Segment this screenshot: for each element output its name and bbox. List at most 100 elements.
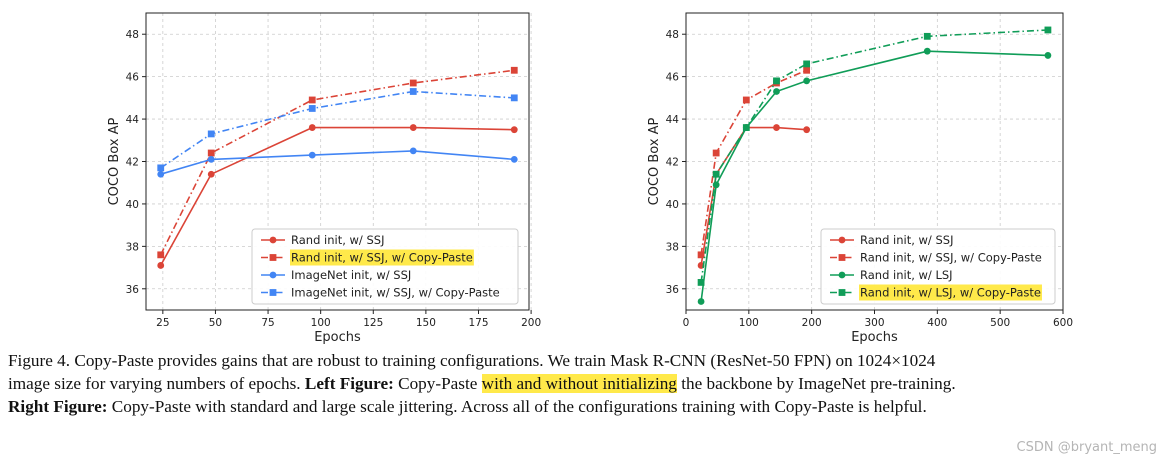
y-tick-label: 38 — [666, 241, 679, 253]
y-tick-label: 46 — [666, 72, 680, 84]
legend-marker — [269, 254, 277, 261]
data-point — [697, 279, 705, 286]
legend-label: Rand init, w/ LSJ, w/ Copy-Paste — [860, 286, 1041, 300]
data-point — [207, 170, 215, 178]
data-point — [308, 124, 316, 131]
y-tick-label: 40 — [126, 199, 139, 211]
data-point — [773, 124, 780, 131]
caption-highlight: with and without initializing — [481, 374, 677, 393]
figure-caption: Figure 4. Copy-Paste provides gains that… — [8, 349, 1168, 418]
legend-highlight — [290, 249, 474, 266]
left-chart: 25 50 75 100 125 150 175 200 36 38 40 42 44 46 48 Epoch… — [107, 12, 541, 345]
data-point — [803, 126, 811, 134]
x-tick-label: 75 — [261, 317, 274, 329]
x-tick-label: 100 — [739, 317, 759, 329]
x-axis-label: Epochs — [314, 330, 361, 345]
y-tick-label: 44 — [126, 114, 140, 126]
legend-label: Rand init, w/ SSJ, w/ Copy-Paste — [291, 251, 473, 265]
caption-line-3: Right Figure: Copy-Paste with standard a… — [8, 395, 1168, 418]
caption-line-2: image size for varying numbers of epochs… — [8, 372, 1168, 395]
y-axis-label: COCO Box AP — [647, 117, 662, 205]
data-point — [157, 164, 165, 172]
data-point — [697, 251, 705, 259]
y-tick-label: 40 — [666, 199, 679, 211]
x-tick-label: 500 — [990, 317, 1010, 329]
x-tick-label: 25 — [156, 317, 169, 329]
data-point — [308, 105, 316, 112]
x-tick-label: 300 — [864, 317, 884, 329]
legend-label: ImageNet init, w/ SSJ — [291, 268, 411, 282]
y-tick-label: 44 — [666, 114, 680, 126]
caption-text-2b: Copy-Paste — [398, 374, 478, 393]
legend-label: ImageNet init, w/ SSJ, w/ Copy-Paste — [291, 286, 500, 300]
legend-label: Rand init, w/ SSJ — [860, 233, 953, 247]
x-tick-label: 125 — [363, 317, 383, 329]
y-tick-label: 36 — [666, 284, 680, 296]
x-tick-label: 50 — [209, 317, 222, 329]
caption-right-figure-label: Right Figure: — [8, 397, 108, 416]
data-point — [1044, 26, 1052, 34]
data-point — [510, 155, 518, 163]
data-point — [157, 262, 165, 269]
caption-text-2a: image size for varying numbers of epochs… — [8, 374, 301, 393]
data-point — [207, 149, 215, 157]
y-tick-label: 48 — [126, 29, 139, 41]
data-point — [409, 124, 417, 131]
y-tick-label: 48 — [666, 29, 679, 41]
caption-line-1: Figure 4. Copy-Paste provides gains that… — [8, 349, 1168, 372]
caption-left-figure-label: Left Figure: — [304, 374, 394, 393]
y-tick-label: 36 — [126, 284, 140, 296]
data-point — [510, 94, 518, 102]
x-tick-label: 400 — [927, 317, 947, 329]
figure-charts: 25 50 75 100 125 150 175 200 36 38 40 42 44 46 48 Epoch… — [107, 12, 1073, 345]
x-tick-label: 175 — [468, 317, 488, 329]
data-point — [923, 32, 931, 40]
data-point — [742, 124, 750, 131]
axes-frame — [685, 12, 1064, 311]
axes-frame — [145, 12, 530, 311]
x-tick-label: 200 — [802, 317, 822, 329]
data-point — [803, 77, 811, 85]
data-point — [510, 126, 518, 134]
caption-text-1: Figure 4. Copy-Paste provides gains that… — [8, 351, 936, 370]
data-point — [409, 147, 417, 155]
legend-label: Rand init, w/ SSJ, w/ Copy-Paste — [860, 251, 1042, 265]
data-point — [773, 88, 780, 95]
data-point — [803, 60, 811, 68]
caption-text-3: Copy-Paste with standard and large scale… — [111, 397, 927, 416]
data-point — [409, 88, 417, 95]
x-tick-label: 0 — [683, 317, 690, 329]
data-point — [308, 96, 316, 104]
data-point — [510, 66, 518, 74]
data-point — [923, 47, 931, 55]
legend-marker — [269, 289, 277, 296]
legend-marker — [838, 289, 846, 296]
legend-label: Rand init, w/ SSJ — [291, 233, 384, 247]
data-point — [409, 79, 417, 87]
data-point — [712, 170, 720, 178]
data-point — [697, 298, 705, 305]
data-point — [803, 66, 811, 74]
caption-text-2c: the backbone by ImageNet pre-training. — [681, 374, 956, 393]
legend-box — [251, 228, 519, 305]
x-tick-label: 150 — [416, 317, 436, 329]
legend-marker — [838, 254, 846, 261]
y-tick-label: 38 — [126, 241, 139, 253]
legend-marker — [838, 271, 846, 279]
legend-marker — [269, 271, 277, 279]
data-point — [308, 151, 316, 159]
data-point — [157, 251, 165, 259]
data-point — [712, 149, 720, 157]
x-tick-label: 200 — [521, 317, 541, 329]
watermark: CSDN @bryant_meng — [1016, 440, 1157, 455]
x-tick-label: 100 — [311, 317, 331, 329]
data-point — [773, 77, 780, 85]
data-point — [712, 181, 720, 189]
y-tick-label: 42 — [126, 157, 139, 169]
y-axis-label: COCO Box AP — [107, 117, 122, 205]
legend-marker — [269, 236, 277, 244]
legend-label: Rand init, w/ LSJ — [860, 268, 953, 282]
x-axis-label: Epochs — [851, 330, 898, 345]
data-point — [157, 170, 165, 178]
right-chart: 0 100 200 300 400 500 600 36 38 40 42 44 46 48 Epochs C… — [647, 12, 1073, 345]
